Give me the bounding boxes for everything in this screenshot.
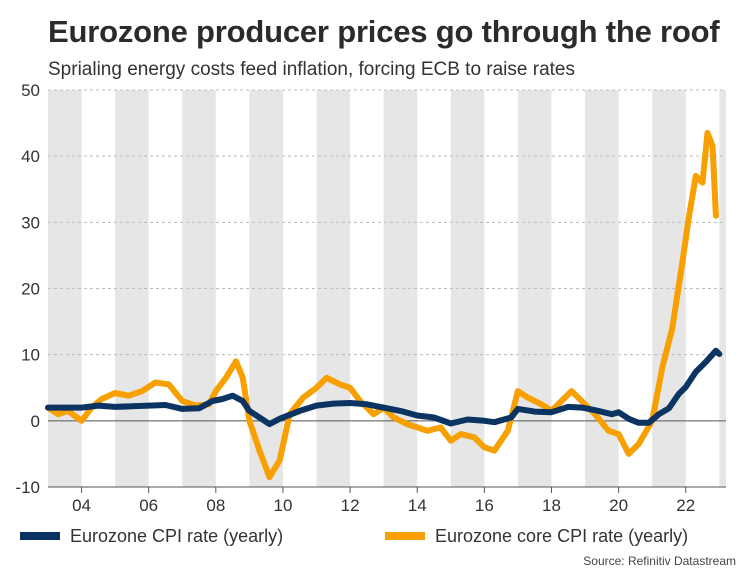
y-tick-label-0: 0 [31,412,40,431]
y-tick-label-20: 20 [21,280,40,299]
y-axis-tick-labels: -10 0 10 20 30 40 50 [15,81,40,497]
x-tick-label-06: 06 [139,496,158,515]
x-tick-label-20: 20 [609,496,628,515]
legend-item-cpi: Eurozone CPI rate (yearly) [20,525,283,547]
x-axis: 04 06 08 10 12 14 16 18 20 22 [48,486,726,515]
x-tick-label-12: 12 [341,496,360,515]
series-lines [45,130,723,481]
chart-subtitle: Sprialing energy costs feed inflation, f… [48,59,575,80]
y-tick-label-10: 10 [21,346,40,365]
legend-item-core-cpi: Eurozone core CPI rate (yearly) [385,525,688,547]
x-tick-label-18: 18 [542,496,561,515]
x-tick-label-04: 04 [72,496,91,515]
series-line-0 [45,347,723,428]
chart-title: Eurozone producer prices go through the … [48,14,720,49]
x-tick-label-22: 22 [676,496,695,515]
legend-swatch-cpi [20,532,60,540]
series-line-1 [45,130,719,481]
shaded-band-0 [48,90,82,487]
legend-swatch-core-cpi [385,532,425,540]
shaded-band-4 [316,90,351,487]
legend-label-core-cpi: Eurozone core CPI rate (yearly) [435,525,689,546]
shaded-band-6 [450,90,485,487]
x-tick-label-10: 10 [273,496,292,515]
x-tick-label-14: 14 [408,496,427,515]
legend-label-cpi: Eurozone CPI rate (yearly) [70,525,284,546]
source-note: Source: Refinitiv Datastream [583,554,736,568]
y-tick-label--10: -10 [15,478,40,497]
y-tick-label-40: 40 [21,147,40,166]
x-tick-label-08: 08 [206,496,225,515]
y-tick-label-30: 30 [21,213,40,232]
x-tick-label-16: 16 [475,496,494,515]
grid-lines [48,89,726,422]
y-tick-label-50: 50 [21,81,40,100]
